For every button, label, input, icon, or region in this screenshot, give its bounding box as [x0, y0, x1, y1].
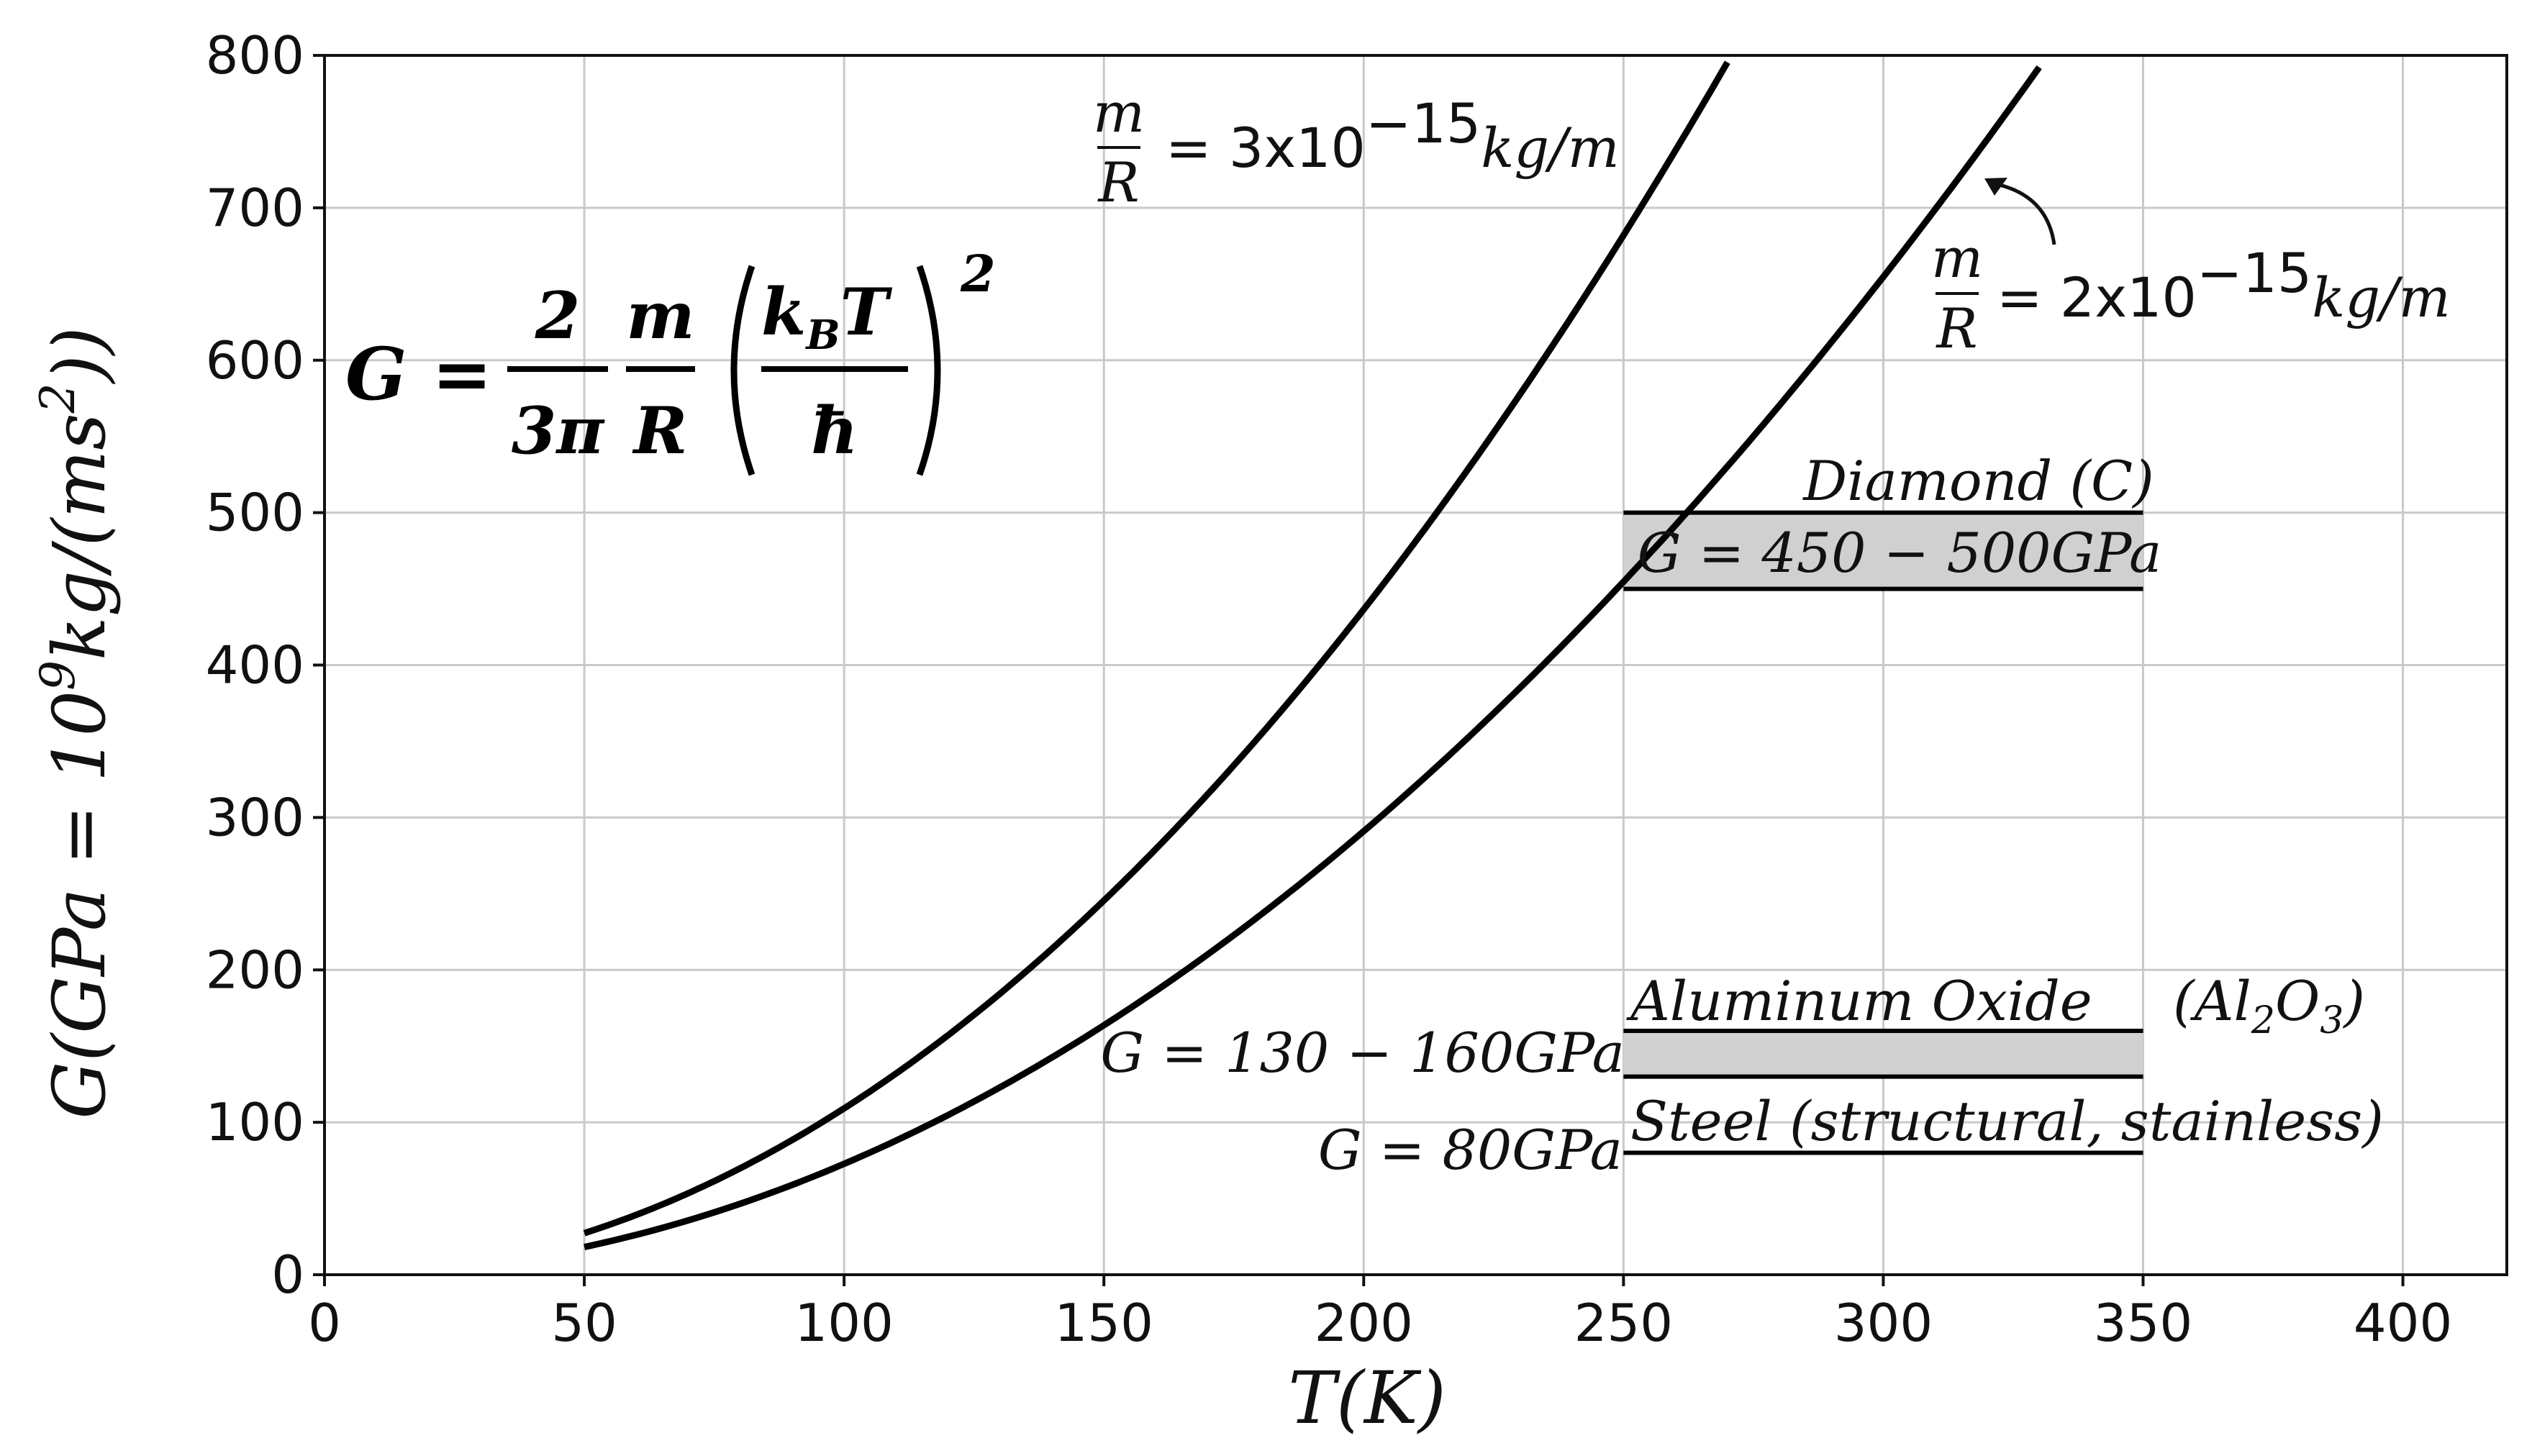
curve-2-label-exp: −15	[2197, 241, 2312, 305]
diamond-name: Diamond (C)	[1802, 449, 2154, 513]
steel-name: Steel (structural, stainless)	[1630, 1089, 2384, 1153]
x-tick-label: 0	[308, 1293, 341, 1353]
curve-2-label: m R = 2x10−15kg/m	[1931, 226, 2451, 360]
y-tick-label: 500	[206, 483, 304, 543]
alox-sub-2: 3	[2320, 999, 2343, 1042]
formula-k: k	[761, 274, 806, 350]
y-tick-label: 0	[271, 1245, 304, 1305]
formula-right-paren	[916, 265, 941, 476]
y-tick-label: 300	[206, 787, 304, 847]
curve-3-label-prefix: = 3x10	[1166, 116, 1366, 180]
formula-square: 2	[960, 244, 996, 304]
curve-3-label-unit: kg/m	[1481, 116, 1619, 180]
curve-2-pointer-arrow	[1992, 181, 2056, 245]
curve-3-label-R: R	[1097, 150, 1139, 214]
curve-2-arrowhead	[1984, 178, 2007, 196]
curve-series-2	[584, 65, 2042, 1250]
alox-range: G = 130 − 160GPa	[1100, 1021, 1625, 1085]
y-axis-title-exp9: 9	[30, 660, 86, 691]
curve-2-label-value: = 2x10−15kg/m	[1997, 241, 2451, 329]
diamond-range: G = 450 − 500GPa	[1638, 521, 2162, 585]
formula-denominator-3pi: 3π	[512, 393, 606, 469]
formula-numerator-m: m	[626, 278, 694, 354]
alox-open: (Al	[2173, 969, 2251, 1033]
band-fill	[1623, 1031, 2143, 1077]
y-axis-title: G(GPa = 109kg/(ms2))	[30, 327, 122, 1119]
ticks: 0 50 100 150 200 250 300 350 400 0 100 200 300 400 500…	[206, 25, 2453, 1353]
curve-3-label-m: m	[1093, 81, 1145, 145]
curve-series-1	[583, 60, 1730, 1237]
steel-range: G = 80GPa	[1318, 1118, 1623, 1182]
alox-sub-1: 2	[2251, 999, 2275, 1042]
x-tick-label: 350	[2094, 1293, 2192, 1353]
y-tick-label: 100	[206, 1092, 304, 1152]
formula-kbt: kBT	[761, 274, 893, 359]
curve-2-label-m: m	[1931, 226, 1983, 290]
material-bands	[1623, 510, 2143, 1155]
curve-2-label-R: R	[1935, 296, 1977, 360]
x-tick-label: 100	[794, 1293, 893, 1353]
formula-B-subscript: B	[804, 311, 840, 359]
formula-lhs: G =	[345, 332, 492, 417]
curve-3-label-value: = 3x10−15kg/m	[1166, 91, 1620, 180]
y-axis-title-exp2: 2	[30, 383, 86, 414]
y-tick-label: 200	[206, 939, 304, 1000]
curve-3-label: m R = 3x10−15kg/m	[1093, 81, 1620, 214]
x-tick-label: 150	[1054, 1293, 1153, 1353]
x-tick-label: 300	[1834, 1293, 1933, 1353]
alox-name: Aluminum Oxide	[1626, 969, 2092, 1033]
y-tick-label: 600	[206, 330, 304, 391]
x-axis-title: T(K)	[1288, 1356, 1446, 1440]
x-tick-label: 400	[2354, 1293, 2452, 1353]
curve-2-label-unit: kg/m	[2312, 265, 2450, 329]
alox-O: O	[2275, 969, 2320, 1033]
curves	[583, 60, 2042, 1250]
curve-2-label-prefix: = 2x10	[1997, 265, 2197, 329]
formula-left-paren	[730, 265, 755, 476]
y-axis-title-end: ))	[37, 327, 122, 384]
band-fill	[1623, 512, 2143, 589]
formula-hbar: ħ	[811, 393, 858, 469]
y-tick-label: 800	[206, 25, 304, 86]
x-tick-label: 200	[1315, 1293, 1413, 1353]
alox-close: )	[2342, 969, 2365, 1033]
x-tick-label: 250	[1574, 1293, 1673, 1353]
y-axis-title-mid: kg/(ms	[37, 413, 122, 660]
y-axis-title-main: G(GPa = 10	[37, 691, 122, 1119]
curve-3-label-exp: −15	[1366, 91, 1481, 155]
formula: G = 2 3π m R kBT ħ 2	[345, 244, 996, 476]
formula-denominator-R: R	[632, 393, 688, 469]
y-tick-label: 400	[206, 635, 304, 696]
x-tick-label: 50	[551, 1293, 617, 1353]
formula-T: T	[840, 274, 893, 350]
alox-formula: (Al2O3)	[2173, 969, 2365, 1042]
y-tick-label: 700	[206, 178, 304, 238]
formula-numerator-2: 2	[535, 278, 581, 354]
